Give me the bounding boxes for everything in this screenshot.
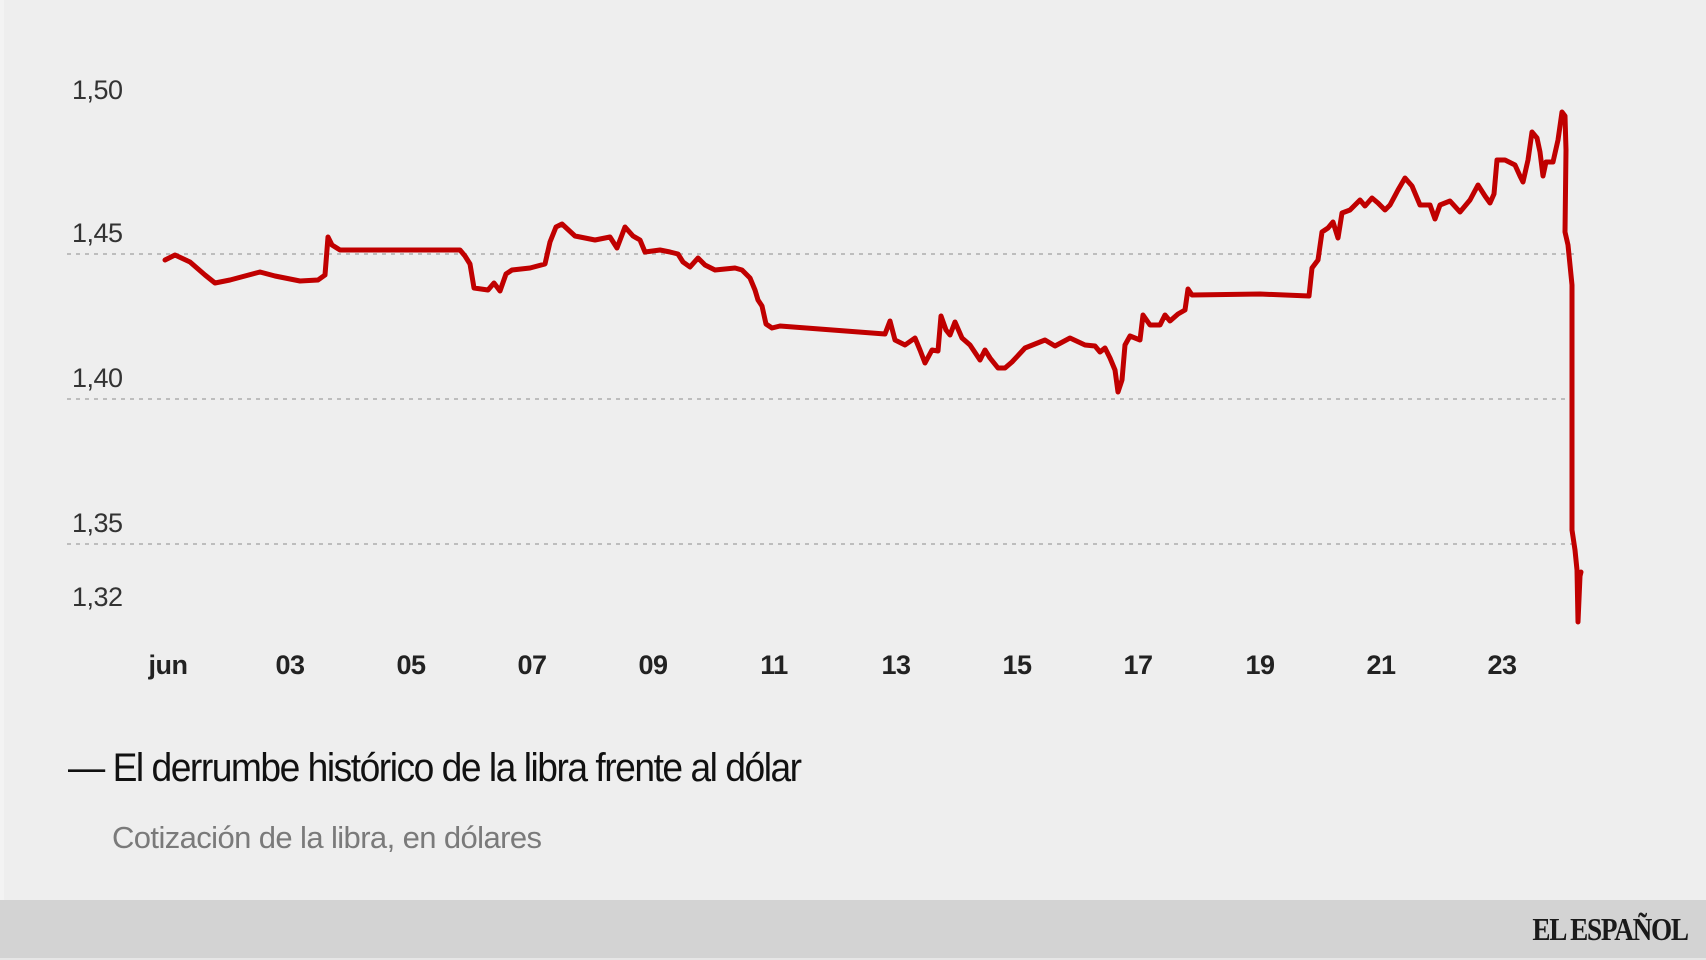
x-tick-label: 17 bbox=[1123, 650, 1153, 680]
x-tick-label: jun bbox=[148, 650, 189, 680]
x-tick-label: 19 bbox=[1245, 650, 1275, 680]
title-dash: — bbox=[68, 746, 105, 790]
y-tick-label: 1,50 bbox=[72, 75, 123, 105]
x-tick-label: 21 bbox=[1366, 650, 1396, 680]
gbp-usd-line bbox=[162, 109, 1584, 625]
x-tick-label: 13 bbox=[881, 650, 911, 680]
x-tick-label: 07 bbox=[517, 650, 547, 680]
y-tick-label: 1,35 bbox=[72, 508, 123, 538]
x-tick-label: 09 bbox=[638, 650, 668, 680]
y-tick-label: 1,40 bbox=[72, 363, 123, 393]
x-tick-label: 11 bbox=[760, 650, 788, 680]
line-chart bbox=[67, 109, 1584, 625]
footer-bar: EL ESPAÑOL bbox=[0, 900, 1706, 958]
left-border bbox=[0, 0, 4, 900]
x-tick-label: 05 bbox=[396, 650, 426, 680]
chart-title: — El derrumbe histórico de la libra fren… bbox=[68, 746, 802, 790]
y-tick-label: 1,32 bbox=[72, 582, 123, 612]
brand-logo: EL ESPAÑOL bbox=[1532, 911, 1690, 947]
x-tick-label: 23 bbox=[1487, 650, 1517, 680]
title-text: El derrumbe histórico de la libra frente… bbox=[112, 746, 802, 790]
gridlines bbox=[67, 253, 1578, 545]
footer-bottom-edge bbox=[0, 958, 1706, 960]
x-tick-label: 03 bbox=[275, 650, 305, 680]
y-tick-label: 1,45 bbox=[72, 218, 123, 248]
chart-subtitle: Cotización de la libra, en dólares bbox=[112, 820, 542, 855]
x-tick-label: 15 bbox=[1002, 650, 1032, 680]
